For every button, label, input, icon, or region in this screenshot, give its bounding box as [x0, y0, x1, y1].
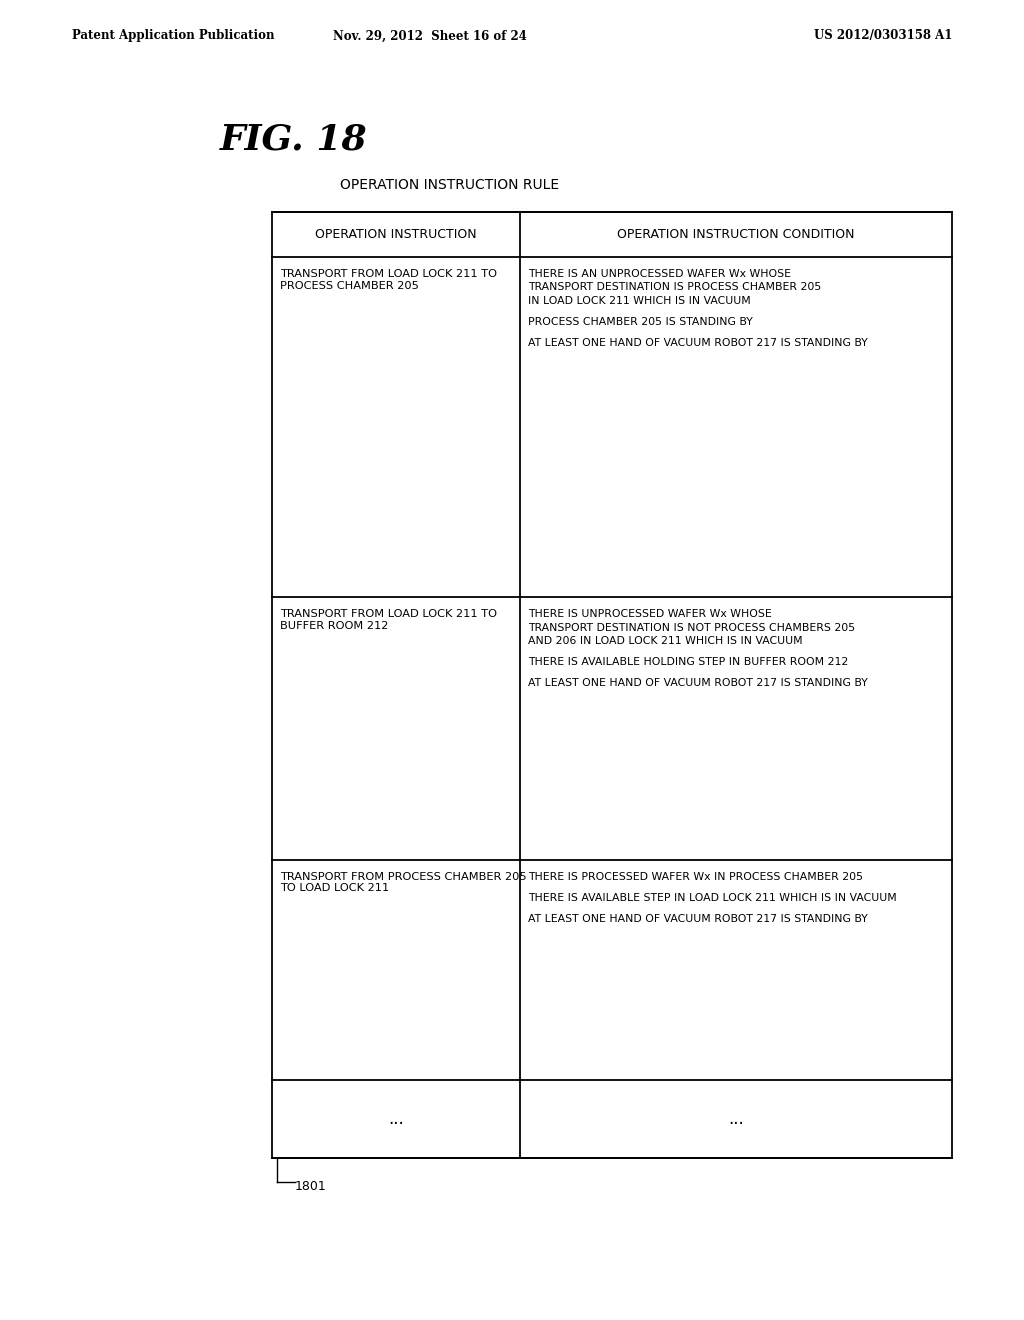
- Text: TRANSPORT DESTINATION IS PROCESS CHAMBER 205: TRANSPORT DESTINATION IS PROCESS CHAMBER…: [528, 282, 821, 293]
- Text: THERE IS AVAILABLE STEP IN LOAD LOCK 211 WHICH IS IN VACUUM: THERE IS AVAILABLE STEP IN LOAD LOCK 211…: [528, 892, 897, 903]
- Text: PROCESS CHAMBER 205 IS STANDING BY: PROCESS CHAMBER 205 IS STANDING BY: [528, 317, 753, 327]
- Text: TRANSPORT FROM PROCESS CHAMBER 205
TO LOAD LOCK 211: TRANSPORT FROM PROCESS CHAMBER 205 TO LO…: [280, 871, 526, 894]
- Text: TRANSPORT FROM LOAD LOCK 211 TO
BUFFER ROOM 212: TRANSPORT FROM LOAD LOCK 211 TO BUFFER R…: [280, 609, 497, 631]
- Text: THERE IS UNPROCESSED WAFER Wx WHOSE: THERE IS UNPROCESSED WAFER Wx WHOSE: [528, 609, 772, 619]
- Text: OPERATION INSTRUCTION: OPERATION INSTRUCTION: [315, 228, 477, 242]
- Text: AT LEAST ONE HAND OF VACUUM ROBOT 217 IS STANDING BY: AT LEAST ONE HAND OF VACUUM ROBOT 217 IS…: [528, 678, 867, 688]
- Text: AT LEAST ONE HAND OF VACUUM ROBOT 217 IS STANDING BY: AT LEAST ONE HAND OF VACUUM ROBOT 217 IS…: [528, 338, 867, 348]
- Text: TRANSPORT FROM LOAD LOCK 211 TO
PROCESS CHAMBER 205: TRANSPORT FROM LOAD LOCK 211 TO PROCESS …: [280, 269, 497, 290]
- Text: OPERATION INSTRUCTION CONDITION: OPERATION INSTRUCTION CONDITION: [617, 228, 855, 242]
- Text: ...: ...: [388, 1110, 403, 1129]
- Text: US 2012/0303158 A1: US 2012/0303158 A1: [814, 29, 952, 42]
- Text: 1801: 1801: [295, 1180, 327, 1192]
- Text: AND 206 IN LOAD LOCK 211 WHICH IS IN VACUUM: AND 206 IN LOAD LOCK 211 WHICH IS IN VAC…: [528, 636, 803, 645]
- Text: Nov. 29, 2012  Sheet 16 of 24: Nov. 29, 2012 Sheet 16 of 24: [333, 29, 527, 42]
- Text: AT LEAST ONE HAND OF VACUUM ROBOT 217 IS STANDING BY: AT LEAST ONE HAND OF VACUUM ROBOT 217 IS…: [528, 913, 867, 924]
- Text: ...: ...: [728, 1110, 743, 1129]
- Text: THERE IS AN UNPROCESSED WAFER Wx WHOSE: THERE IS AN UNPROCESSED WAFER Wx WHOSE: [528, 269, 791, 279]
- Text: IN LOAD LOCK 211 WHICH IS IN VACUUM: IN LOAD LOCK 211 WHICH IS IN VACUUM: [528, 296, 751, 306]
- Text: TRANSPORT DESTINATION IS NOT PROCESS CHAMBERS 205: TRANSPORT DESTINATION IS NOT PROCESS CHA…: [528, 623, 855, 632]
- Text: FIG. 18: FIG. 18: [220, 123, 368, 157]
- Text: Patent Application Publication: Patent Application Publication: [72, 29, 274, 42]
- Text: THERE IS PROCESSED WAFER Wx IN PROCESS CHAMBER 205: THERE IS PROCESSED WAFER Wx IN PROCESS C…: [528, 871, 863, 882]
- Text: OPERATION INSTRUCTION RULE: OPERATION INSTRUCTION RULE: [340, 178, 559, 191]
- Bar: [272, 213, 952, 1158]
- Text: THERE IS AVAILABLE HOLDING STEP IN BUFFER ROOM 212: THERE IS AVAILABLE HOLDING STEP IN BUFFE…: [528, 657, 848, 667]
